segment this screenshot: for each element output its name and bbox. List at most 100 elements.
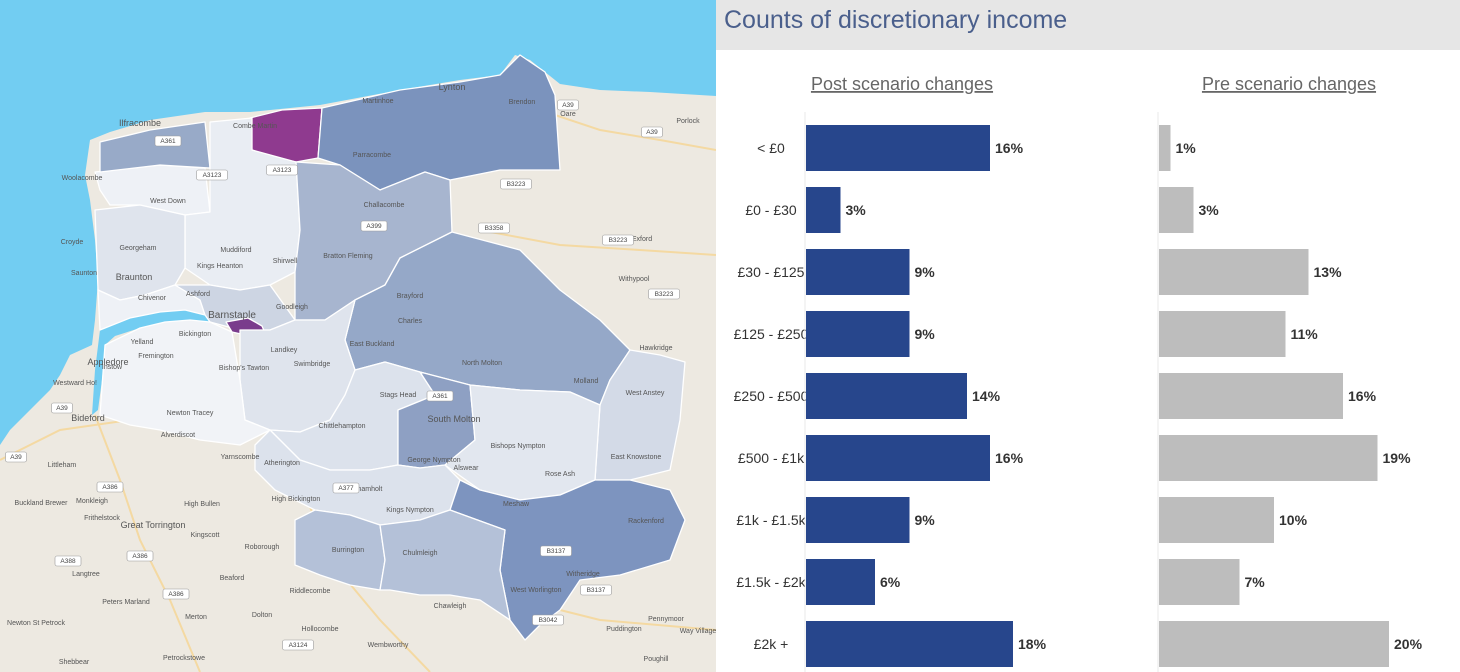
place-label: Buckland Brewer <box>15 500 69 507</box>
bar[interactable] <box>1159 249 1309 295</box>
road-shield <box>126 550 154 562</box>
data-label: 9% <box>915 326 936 342</box>
road-shield <box>540 545 572 557</box>
place-label: Martinhoe <box>362 98 393 105</box>
place-label: Riddlecombe <box>290 588 331 595</box>
data-label: 11% <box>1291 326 1319 342</box>
place-label: Kingscott <box>191 532 220 539</box>
place-label: Bishops Nympton <box>491 443 546 450</box>
bar[interactable] <box>806 435 990 481</box>
place-label: Goodleigh <box>276 304 308 311</box>
bar[interactable] <box>806 311 910 357</box>
place-label: Langtree <box>72 571 100 578</box>
data-label: 16% <box>1348 388 1377 404</box>
bar[interactable] <box>1159 559 1240 605</box>
map-canvas[interactable]: Ilfracombe Combe Martin Martinhoe Lynton Bre… <box>0 0 716 672</box>
data-label: 13% <box>1314 264 1343 280</box>
bar[interactable] <box>1159 435 1378 481</box>
road-label: A386 <box>102 484 118 491</box>
chart-title: Post scenario changes <box>811 74 993 94</box>
ward-area[interactable] <box>379 509 511 621</box>
bar[interactable] <box>806 621 1013 667</box>
data-label: 14% <box>972 388 1001 404</box>
road-shield <box>332 482 360 494</box>
place-label: Chittlehamholt <box>338 486 383 493</box>
bar[interactable] <box>1159 621 1389 667</box>
place-label: Hawkridge <box>639 345 672 352</box>
bar[interactable] <box>806 373 967 419</box>
place-label: Exford <box>632 236 652 243</box>
bar[interactable] <box>806 497 910 543</box>
place-label: Alverdiscot <box>161 432 195 439</box>
place-label: Challacombe <box>364 202 405 209</box>
bar[interactable] <box>1159 187 1194 233</box>
data-label: 20% <box>1394 636 1423 652</box>
place-label: East Buckland <box>350 341 395 348</box>
category-label: £250 - £500 <box>734 388 809 404</box>
data-label: 6% <box>880 574 901 590</box>
ward-area[interactable] <box>594 349 686 481</box>
road <box>479 229 716 256</box>
place-label: Puddington <box>606 626 642 633</box>
bar[interactable] <box>1159 125 1171 171</box>
road-shield <box>162 588 190 600</box>
data-label: 3% <box>1199 202 1220 218</box>
data-label: 18% <box>1018 636 1047 652</box>
data-label: 9% <box>915 512 936 528</box>
bar[interactable] <box>1159 497 1274 543</box>
road <box>94 414 201 672</box>
place-label: Kings Nympton <box>386 507 434 514</box>
data-label: 10% <box>1279 512 1308 528</box>
bar[interactable] <box>806 559 875 605</box>
place-label: Chivenor <box>138 295 167 302</box>
place-label: Roborough <box>245 544 280 551</box>
place-label: Ilfracombe <box>119 118 161 128</box>
place-label: Way Village <box>680 628 716 635</box>
map[interactable]: Ilfracombe Combe Martin Martinhoe Lynton Bre… <box>0 0 716 672</box>
data-label: 1% <box>1176 140 1197 156</box>
place-label: George Nympton <box>407 457 460 464</box>
place-label: Lynton <box>439 82 466 92</box>
place-label: Appledore <box>87 357 128 367</box>
bar[interactable] <box>1159 311 1286 357</box>
bar[interactable] <box>806 187 841 233</box>
bar[interactable] <box>1159 373 1343 419</box>
place-label: Brayford <box>397 293 424 300</box>
place-label: Georgeham <box>120 245 157 252</box>
place-label: Braunton <box>116 272 153 282</box>
place-label: Parracombe <box>353 152 391 159</box>
place-label: North Molton <box>462 360 502 367</box>
category-label: £500 - £1k <box>738 450 805 466</box>
place-label: Bideford <box>71 413 105 423</box>
place-label: Westward Ho! <box>53 380 97 387</box>
place-label: Ashford <box>186 291 210 298</box>
bar[interactable] <box>806 249 910 295</box>
place-label: Rose Ash <box>545 471 575 478</box>
road-shield <box>54 555 82 567</box>
place-label: Instow <box>102 364 123 371</box>
ward-polygons[interactable] <box>94 54 686 641</box>
panel-header: Counts of discretionary income <box>716 0 1460 50</box>
data-label: 16% <box>995 450 1024 466</box>
place-label: Great Torrington <box>121 520 186 530</box>
place-label: Kings Heanton <box>197 263 243 270</box>
bar[interactable] <box>806 125 990 171</box>
road-shield <box>641 126 663 138</box>
road-label: A3123 <box>273 167 292 174</box>
category-label: £1.5k - £2k <box>736 574 806 590</box>
place-label: Barnstaple <box>208 310 256 321</box>
ward-area[interactable] <box>99 319 271 446</box>
place-label: Hollocombe <box>302 626 339 633</box>
road-shield <box>51 402 73 414</box>
place-label: High Bickington <box>272 496 321 503</box>
place-label: Shebbear <box>59 659 90 666</box>
place-label: Withypool <box>619 276 650 283</box>
road-label: A361 <box>432 393 448 400</box>
place-label: Chittlehampton <box>318 423 365 430</box>
category-label: £30 - £125 <box>738 264 805 280</box>
place-label: Alswear <box>454 465 480 472</box>
place-label: Bickington <box>179 331 211 338</box>
road-label: A388 <box>60 558 76 565</box>
place-label: Frithelstock <box>84 515 120 522</box>
place-label: Woolacombe <box>62 175 103 182</box>
